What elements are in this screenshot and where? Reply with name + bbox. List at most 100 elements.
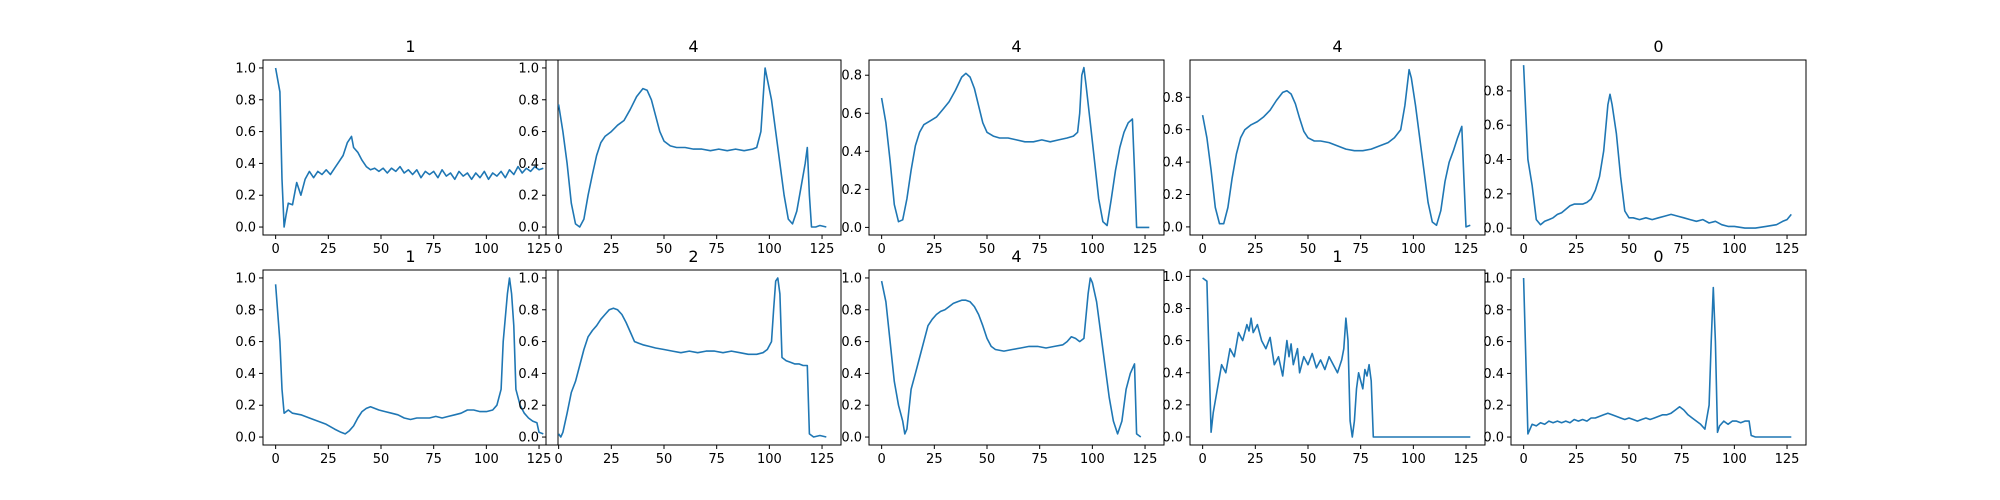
y-tick-label: 0.2 [1162, 188, 1183, 203]
x-tick-label: 0 [555, 242, 563, 257]
x-tick-label: 125 [1454, 242, 1479, 257]
y-tick-label: 0.0 [235, 221, 256, 236]
x-tick-label: 50 [1621, 452, 1638, 467]
series-line [1202, 277, 1471, 438]
y-tick-label: 0.2 [1483, 187, 1504, 202]
y-tick-label: 0.8 [841, 303, 862, 318]
subplot-title: 4 [688, 37, 698, 56]
x-tick-label: 125 [1775, 452, 1800, 467]
y-tick-label: 0.0 [518, 431, 539, 446]
subplot-title: 1 [1332, 247, 1342, 266]
y-tick-label: 0.2 [518, 189, 539, 204]
y-tick-label: 0.6 [1483, 119, 1504, 134]
y-tick-label: 0.6 [518, 125, 539, 140]
x-tick-label: 0 [878, 452, 886, 467]
x-tick-label: 0 [272, 242, 280, 257]
x-tick-label: 125 [810, 242, 835, 257]
x-tick-label: 25 [1568, 242, 1585, 257]
y-tick-label: 0.4 [841, 367, 862, 382]
subplot-7: 2 0 25 50 75 100 125 0.0 0.2 0.4 0.6 0.8 1.0 [518, 247, 842, 467]
y-tick-label: 0.4 [235, 367, 256, 382]
x-tick-label: 25 [1568, 452, 1585, 467]
y-tick-label: 0.0 [1162, 430, 1183, 445]
y-tick-label: 0.6 [518, 335, 539, 350]
x-tick-label: 0 [272, 452, 280, 467]
x-tick-label: 75 [1673, 452, 1690, 467]
x-tick-label: 0 [1520, 452, 1528, 467]
x-tick-label: 100 [1080, 242, 1105, 257]
subplot-2: 4 0 25 50 75 100 125 0.0 0.2 0.4 0.6 0.8 1.0 [518, 37, 842, 257]
axes-frame [868, 59, 1165, 236]
subplot-title: 4 [1332, 37, 1342, 56]
x-tick-label: 75 [708, 452, 725, 467]
y-tick-label: 0.4 [1483, 153, 1504, 168]
series-line [880, 277, 1142, 438]
x-tick-label: 125 [1133, 242, 1158, 257]
y-tick-label: 0.6 [235, 125, 256, 140]
subplot-8: 4 0 25 50 75 100 125 0.0 0.2 0.4 0.6 0.8 1.0 [841, 247, 1165, 467]
series-line [880, 66, 1150, 229]
x-tick-label: 125 [1775, 242, 1800, 257]
x-tick-label: 125 [1133, 452, 1158, 467]
subplot-title: 1 [405, 37, 415, 56]
x-tick-label: 25 [603, 452, 620, 467]
y-tick-label: 1.0 [1483, 271, 1504, 286]
axes-frame [1510, 59, 1807, 236]
y-tick-label: 1.0 [235, 271, 256, 286]
subplot-title: 4 [1011, 247, 1021, 266]
y-tick-label: 0.6 [841, 335, 862, 350]
y-tick-label: 1.0 [235, 61, 256, 76]
x-tick-label: 100 [1401, 452, 1426, 467]
y-tick-label: 0.2 [841, 183, 862, 198]
x-tick-label: 100 [1080, 452, 1105, 467]
x-tick-label: 50 [1300, 452, 1317, 467]
axes-frame [1510, 269, 1807, 446]
series-line [1522, 65, 1792, 229]
y-tick-label: 0.6 [1162, 123, 1183, 138]
x-tick-label: 0 [555, 452, 563, 467]
subplot-title: 2 [688, 247, 698, 266]
x-tick-label: 50 [1621, 242, 1638, 257]
y-tick-label: 0.6 [1162, 334, 1183, 349]
y-tick-label: 0.4 [518, 157, 539, 172]
subplot-title: 0 [1653, 247, 1663, 266]
x-tick-label: 50 [979, 452, 996, 467]
y-tick-label: 0.0 [235, 431, 256, 446]
x-tick-label: 100 [1722, 452, 1747, 467]
series-line [1201, 68, 1471, 228]
series-line [274, 67, 544, 228]
x-tick-label: 75 [1031, 242, 1048, 257]
x-tick-label: 125 [1454, 452, 1479, 467]
y-tick-label: 0.0 [841, 221, 862, 236]
x-tick-label: 50 [656, 242, 673, 257]
axes-frame [545, 269, 842, 446]
y-tick-label: 0.4 [235, 157, 256, 172]
y-tick-label: 0.8 [518, 93, 539, 108]
y-tick-label: 0.4 [1483, 367, 1504, 382]
x-tick-label: 100 [474, 242, 499, 257]
y-tick-label: 0.8 [841, 69, 862, 84]
x-tick-label: 25 [603, 242, 620, 257]
x-tick-label: 75 [1352, 452, 1369, 467]
y-tick-label: 0.2 [1162, 398, 1183, 413]
x-tick-label: 0 [878, 242, 886, 257]
subplot-10: 0 0 25 50 75 100 125 0.0 0.2 0.4 0.6 0.8 1.0 [1483, 247, 1807, 467]
subplot-5: 0 0 25 50 75 100 125 0.0 0.2 0.4 0.6 0.8 [1483, 37, 1807, 257]
y-tick-label: 1.0 [1162, 270, 1183, 285]
y-tick-label: 0.2 [518, 399, 539, 414]
y-tick-label: 0.4 [1162, 156, 1183, 171]
x-tick-label: 0 [1199, 452, 1207, 467]
y-tick-label: 1.0 [518, 61, 539, 76]
y-tick-label: 0.0 [1162, 220, 1183, 235]
x-tick-label: 125 [527, 242, 552, 257]
x-tick-label: 75 [1352, 242, 1369, 257]
x-tick-label: 0 [1199, 242, 1207, 257]
y-tick-label: 0.8 [235, 303, 256, 318]
x-tick-label: 25 [926, 452, 943, 467]
y-tick-label: 0.2 [235, 189, 256, 204]
x-tick-label: 100 [757, 452, 782, 467]
x-tick-label: 75 [708, 242, 725, 257]
y-tick-label: 0.8 [1483, 303, 1504, 318]
